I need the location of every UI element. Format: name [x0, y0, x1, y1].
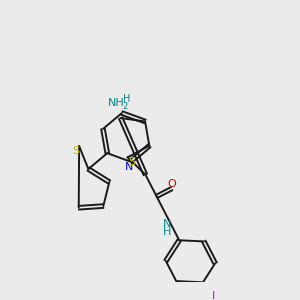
- Text: N: N: [125, 162, 133, 172]
- Text: S: S: [128, 157, 135, 166]
- Text: NH: NH: [108, 98, 124, 108]
- Text: I: I: [212, 291, 215, 300]
- Text: H: H: [163, 227, 171, 237]
- Text: S: S: [72, 146, 79, 156]
- Text: H: H: [123, 94, 130, 104]
- Text: O: O: [168, 179, 176, 189]
- Text: 2: 2: [123, 102, 128, 111]
- Text: N: N: [163, 220, 171, 230]
